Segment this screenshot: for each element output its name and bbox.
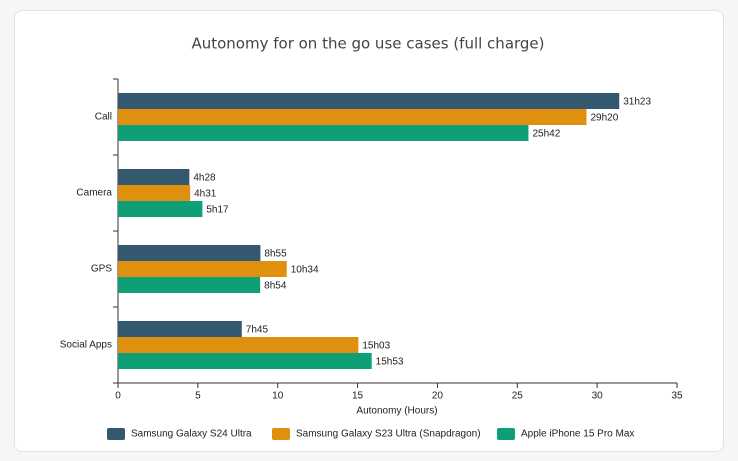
- value-label: 29h20: [590, 113, 618, 124]
- legend-swatch: [107, 428, 125, 440]
- x-tick-label: 30: [592, 391, 604, 402]
- y-tick-label: Social Apps: [60, 340, 112, 351]
- card: [14, 10, 724, 452]
- legend-swatch: [272, 428, 290, 440]
- legend-label: Apple iPhone 15 Pro Max: [521, 429, 634, 440]
- x-tick-label: 20: [432, 391, 444, 402]
- bar: [118, 337, 359, 353]
- value-label: 7h45: [246, 325, 269, 336]
- bar: [118, 109, 587, 125]
- x-tick-label: 10: [272, 391, 284, 402]
- y-tick-label: GPS: [91, 264, 112, 275]
- bar: [118, 261, 287, 277]
- value-label: 15h03: [362, 341, 390, 352]
- bar: [118, 93, 620, 109]
- y-tick-label: Call: [95, 112, 112, 123]
- x-tick-label: 35: [671, 391, 683, 402]
- x-tick-label: 25: [512, 391, 524, 402]
- x-tick-label: 0: [115, 391, 121, 402]
- bar: [118, 201, 203, 217]
- value-label: 25h42: [532, 129, 560, 140]
- bar: [118, 353, 372, 369]
- chart-title: Autonomy for on the go use cases (full c…: [191, 35, 544, 53]
- bar: [118, 245, 261, 261]
- value-label: 31h23: [623, 97, 651, 108]
- value-label: 8h54: [264, 281, 287, 292]
- value-label: 8h55: [264, 249, 287, 260]
- bar: [118, 185, 191, 201]
- x-axis-title: Autonomy (Hours): [356, 406, 437, 417]
- value-label: 10h34: [291, 265, 319, 276]
- legend-swatch: [497, 428, 515, 440]
- legend-label: Samsung Galaxy S23 Ultra (Snapdragon): [296, 429, 481, 440]
- value-label: 15h53: [376, 357, 404, 368]
- bar: [118, 321, 242, 337]
- value-label: 5h17: [206, 205, 229, 216]
- y-tick-label: Camera: [76, 188, 112, 199]
- legend-label: Samsung Galaxy S24 Ultra: [131, 429, 252, 440]
- value-label: 4h28: [193, 173, 216, 184]
- value-label: 4h31: [194, 189, 217, 200]
- bar: [118, 277, 261, 293]
- bar: [118, 125, 529, 141]
- bar: [118, 169, 190, 185]
- x-tick-label: 15: [352, 391, 364, 402]
- x-tick-label: 5: [195, 391, 201, 402]
